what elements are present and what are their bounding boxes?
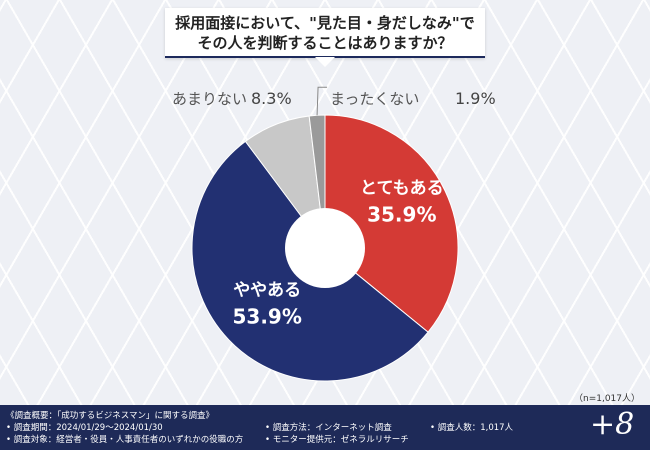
label-very-often: とてもある [360,179,444,199]
slice-very-often [324,114,459,333]
value-somewhat: 53.9% [233,304,302,328]
label-somewhat: ややある [233,280,301,300]
footer-survey-period: • 調査期間：2024/01/29～2024/01/30 [6,423,163,433]
footer-monitor-provider: • モニター提供元：ゼネラルリサーチ [265,435,409,445]
footer-survey-overview: 《調査概要：「成功するビジネスマン」に関する調査》 [6,411,214,421]
value-very-often: 35.9% [367,203,436,227]
label-rarely: あまりない [172,90,247,108]
value-rarely: 8.3% [251,89,292,108]
title-box: 採用面接において、"見た目・身だしなみ"で その人を判断することはありますか？ [165,8,485,67]
label-never: まったくない [330,90,419,108]
title-line-1: 採用面接において、"見た目・身だしなみ"で [175,14,475,32]
footer-survey-method: • 調査方法：インターネット調査 [265,423,392,433]
title-line-2: その人を判断することはありますか？ [197,34,453,52]
footer-bar: 《調査概要：「成功するビジネスマン」に関する調査》 • 調査期間：2024/01… [0,405,650,450]
sample-size-note: （n=1,017人） [574,394,641,404]
donut-chart: とてもある 35.9% ややある 53.9% あまりない 8.3% まったくない 1.9% [172,86,496,382]
donut-hole [285,208,365,288]
footer-survey-target: • 調査対象：経営者・役員・人事責任者のいずれかの役職の方 [6,435,244,445]
value-never: 1.9% [455,89,496,108]
brand-logo: +8 [590,407,635,442]
leader-line-never [316,86,328,116]
footer-survey-count: • 調査人数：1,017人 [430,423,514,433]
